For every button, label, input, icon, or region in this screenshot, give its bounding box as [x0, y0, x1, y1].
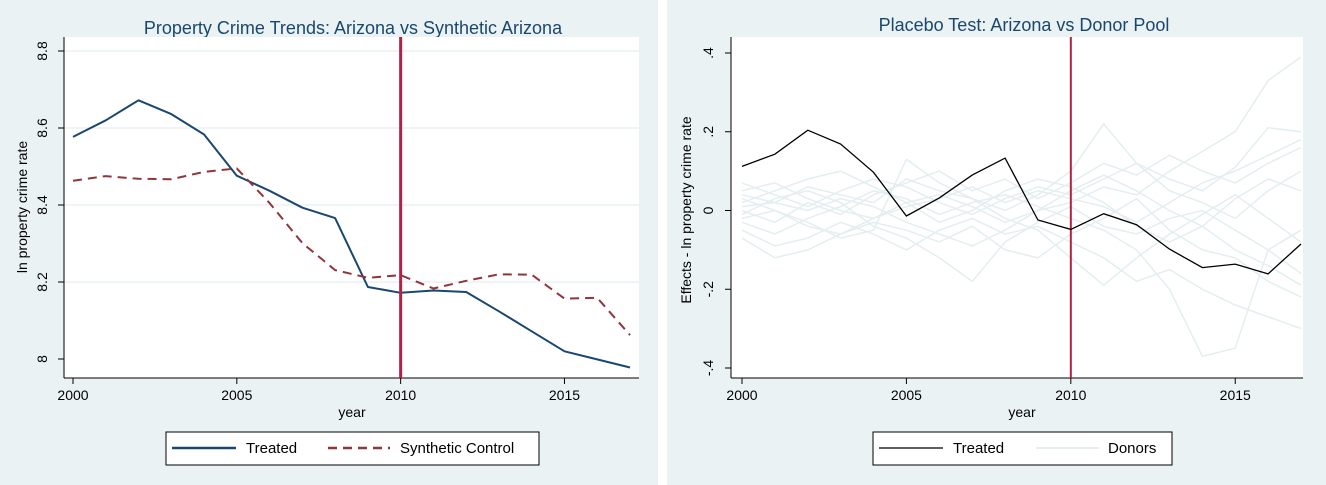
left-x-tick-label: 2010 — [385, 387, 416, 403]
right-y-axis-label: Effects - ln property crime rate — [678, 116, 694, 303]
left-series — [72, 99, 631, 369]
donor-line — [741, 162, 1302, 220]
left-x-ticks: 2000 2005 2010 2015 — [57, 378, 580, 403]
synthetic-control-line — [72, 167, 631, 336]
donor-line — [741, 174, 1302, 286]
right-legend: Treated Donors — [872, 431, 1173, 466]
right-y-tick-label: 0 — [700, 206, 716, 214]
right-legend-label-donors: Donors — [1108, 440, 1156, 457]
treated-line — [72, 99, 631, 369]
left-x-tick-label: 2015 — [549, 387, 580, 403]
right-y-tick-label: -.4 — [700, 360, 716, 377]
left-x-axis-label: year — [338, 404, 366, 420]
right-y-tick-label: .2 — [700, 126, 716, 138]
right-x-tick-label: 2010 — [1055, 387, 1086, 403]
donor-line — [741, 158, 1302, 287]
left-y-tick-label: 8.4 — [34, 195, 50, 215]
donor-line — [741, 190, 1302, 358]
right-y-tick-label: .4 — [700, 47, 716, 59]
left-y-tick-label: 8.2 — [34, 272, 50, 292]
left-x-tick-label: 2000 — [57, 387, 88, 403]
left-gridlines — [64, 50, 639, 283]
right-x-tick-label: 2000 — [726, 387, 757, 403]
left-y-tick-label: 8.8 — [34, 41, 50, 61]
left-legend: Treated Synthetic Control — [165, 431, 540, 466]
right-x-axis-label: year — [1008, 404, 1036, 420]
treated-effect-line — [741, 129, 1302, 275]
donor-line — [741, 138, 1302, 235]
left-x-tick-label: 2005 — [221, 387, 252, 403]
right-legend-label-treated: Treated — [953, 440, 1004, 457]
right-x-tick-label: 2005 — [891, 387, 922, 403]
right-y-ticks: -.4 -.2 0 .2 .4 — [700, 47, 731, 376]
left-y-ticks: 8 8.2 8.4 8.6 8.8 — [34, 41, 64, 363]
right-y-tick-label: -.2 — [700, 281, 716, 298]
right-donor-series — [741, 56, 1302, 358]
donor-line — [741, 170, 1302, 243]
left-y-axis-label: ln property crime rate — [14, 141, 30, 273]
right-chart: Placebo Test: Arizona vs Donor Pool -.4 … — [678, 15, 1303, 466]
right-treated-series — [741, 129, 1302, 275]
donor-line — [741, 197, 1302, 298]
left-legend-label-treated: Treated — [246, 440, 297, 457]
right-chart-title: Placebo Test: Arizona vs Donor Pool — [879, 15, 1170, 35]
left-y-tick-label: 8 — [34, 355, 50, 363]
right-x-tick-label: 2015 — [1220, 387, 1251, 403]
right-x-ticks: 2000 2005 2010 2015 — [726, 378, 1251, 403]
donor-line — [741, 217, 1302, 330]
left-y-tick-label: 8.6 — [34, 118, 50, 138]
left-chart-title: Property Crime Trends: Arizona vs Synthe… — [144, 18, 563, 38]
left-plot-area — [64, 37, 639, 378]
left-legend-label-synthetic: Synthetic Control — [400, 440, 514, 457]
left-chart: Property Crime Trends: Arizona vs Synthe… — [14, 18, 639, 466]
right-plot-area — [731, 37, 1303, 378]
